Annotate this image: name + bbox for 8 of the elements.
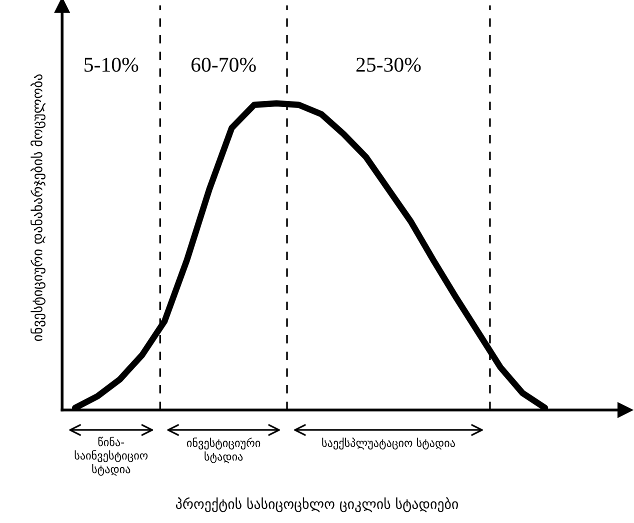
text: 25-30% xyxy=(356,58,421,72)
text: 60-70% xyxy=(191,58,256,72)
text: ინვესტიციური სტადია xyxy=(187,438,260,464)
text: პროექტის სასიცოცხლო ციკლის სტადიები xyxy=(176,497,458,512)
text: 5-10% xyxy=(84,58,138,72)
text: საექსპლუატაციო სტადია xyxy=(322,438,455,450)
text: წინა- საინვესტიციო სტადია xyxy=(74,436,148,476)
y-axis-title: ინვესტიციური დანახარჯების მოცულობა xyxy=(30,74,46,341)
